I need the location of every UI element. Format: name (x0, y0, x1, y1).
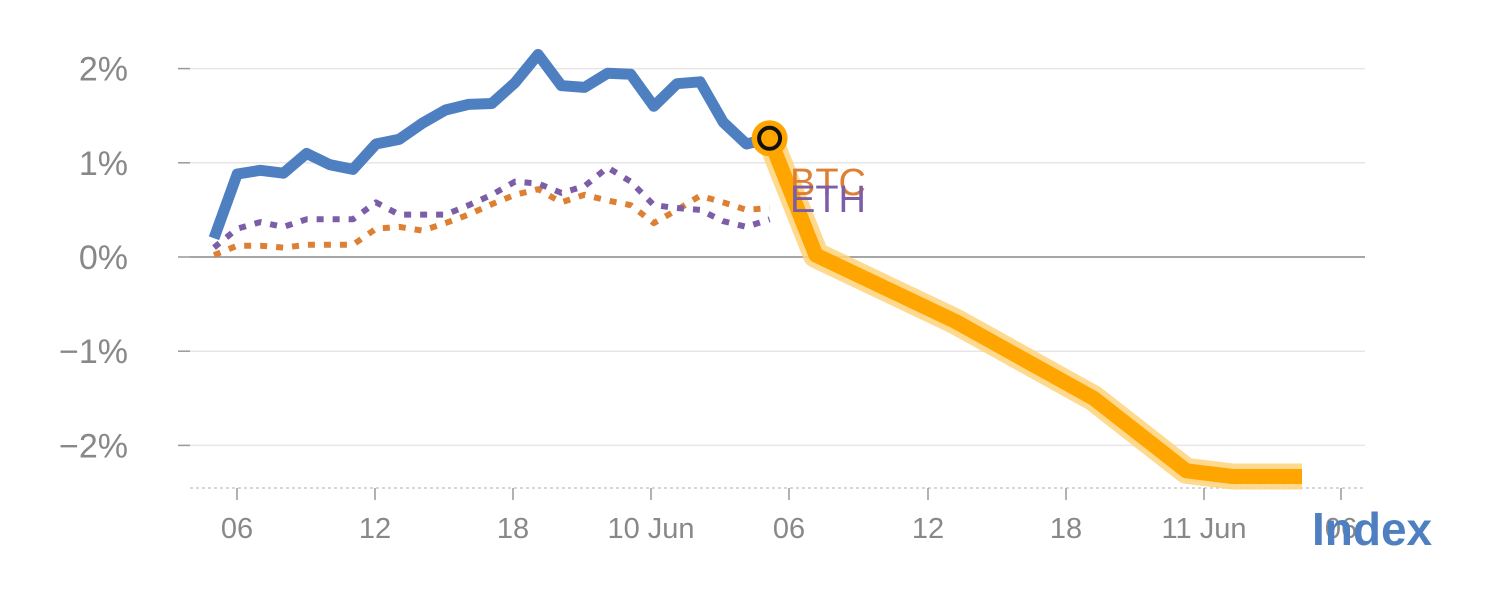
forecast-marker (757, 125, 783, 151)
x-tick-label: 10 Jun (607, 513, 694, 545)
x-tick-label: 12 (359, 513, 391, 545)
x-axis: 06 12 18 10 Jun 06 12 18 11 Jun 06 (190, 487, 1365, 545)
y-tick-label: 1% (79, 145, 128, 183)
x-tick-label: 18 (497, 513, 529, 545)
series-line-index (208, 49, 771, 241)
gridlines (190, 67, 1365, 447)
x-tick-label: 12 (912, 513, 944, 545)
x-tick-label: 06 (221, 513, 253, 545)
series-label-eth: ETH (790, 179, 866, 221)
series-label-index: Index (1312, 503, 1433, 555)
y-tick-label: 2% (79, 51, 128, 89)
x-tick-label: 11 Jun (1162, 513, 1247, 545)
y-tick-label: 0% (79, 239, 128, 277)
series-line-btc (212, 186, 770, 258)
forecast-path (762, 135, 1302, 484)
series-line-eth (212, 164, 771, 250)
y-tick-label: −2% (59, 427, 128, 465)
x-tick-label: 06 (773, 513, 805, 545)
series-lines (208, 49, 771, 258)
series-label-btc: BTC (790, 162, 866, 204)
x-tick-label: 18 (1050, 513, 1082, 545)
y-axis: 2% 1% 0% −1% −2% (59, 51, 190, 465)
forecast-line (751, 120, 1302, 490)
y-tick-label: −1% (59, 333, 128, 371)
x-tick-label: 06 (1325, 513, 1357, 545)
